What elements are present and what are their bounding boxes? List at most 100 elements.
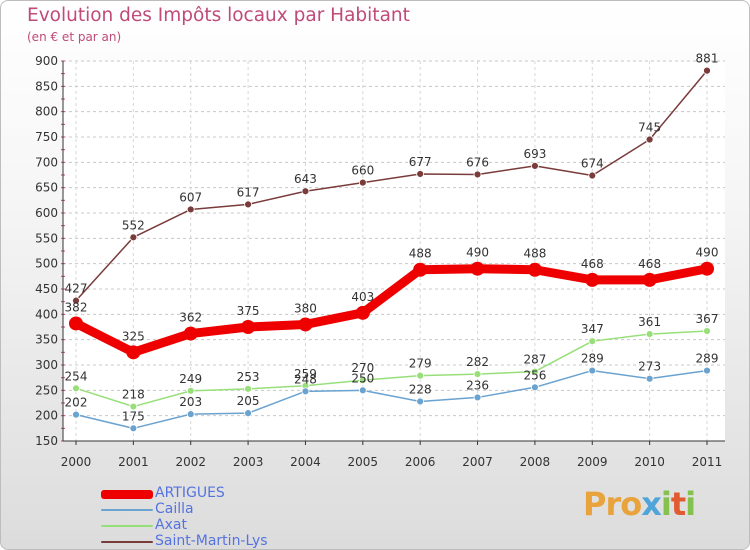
- data-label-artigues: 488: [523, 247, 546, 261]
- x-tick-label: 2001: [118, 455, 149, 469]
- data-label-artigues: 490: [466, 246, 489, 260]
- data-point-axat: [416, 371, 425, 380]
- data-label-saint-martin-lys: 643: [294, 172, 317, 186]
- x-tick-label: 2007: [462, 455, 493, 469]
- data-point-cailla: [645, 374, 654, 383]
- data-point-saint-martin-lys: [129, 233, 138, 242]
- data-point-saint-martin-lys: [703, 66, 711, 75]
- data-point-artigues: [126, 345, 141, 360]
- data-point-axat: [645, 330, 654, 338]
- y-tick-label: 850: [35, 79, 58, 93]
- plot-area: [63, 61, 725, 441]
- series-line-axat: [75, 330, 708, 408]
- data-point-saint-martin-lys: [416, 170, 425, 178]
- data-label-saint-martin-lys: 677: [409, 155, 432, 169]
- x-tick-label: 2006: [405, 455, 436, 469]
- data-label-saint-martin-lys: 676: [466, 155, 489, 169]
- data-label-artigues: 380: [294, 301, 317, 315]
- data-point-cailla: [531, 383, 539, 392]
- data-point-artigues: [470, 261, 485, 276]
- data-point-cailla: [416, 397, 425, 406]
- data-label-cailla: 202: [65, 396, 88, 410]
- data-point-axat: [358, 376, 367, 385]
- data-label-saint-martin-lys: 617: [237, 185, 260, 199]
- data-point-artigues: [413, 262, 428, 277]
- legend-label-artigues: ARTIGUES: [155, 485, 225, 501]
- data-label-axat: 249: [179, 372, 202, 386]
- data-label-cailla: 289: [696, 352, 719, 366]
- data-label-axat: 361: [638, 315, 661, 329]
- data-point-artigues: [642, 272, 657, 287]
- data-label-cailla: 205: [237, 394, 260, 408]
- data-label-cailla: 228: [409, 382, 432, 396]
- data-point-artigues: [527, 262, 542, 277]
- data-point-saint-martin-lys: [301, 187, 310, 196]
- data-label-axat: 279: [409, 357, 432, 371]
- data-point-cailla: [588, 366, 597, 375]
- y-tick-label: 150: [35, 434, 58, 448]
- y-tick-label: 450: [35, 282, 58, 296]
- data-point-cailla: [186, 410, 195, 419]
- data-point-saint-martin-lys: [186, 205, 195, 214]
- x-tick-label: 2003: [233, 455, 264, 469]
- data-label-artigues: 490: [696, 246, 719, 260]
- y-tick-label: 700: [35, 155, 58, 169]
- data-label-artigues: 382: [65, 300, 88, 314]
- data-label-saint-martin-lys: 552: [122, 218, 145, 232]
- data-point-saint-martin-lys: [473, 170, 482, 179]
- data-label-cailla: 248: [294, 372, 317, 386]
- y-tick-label: 500: [35, 257, 58, 271]
- legend-swatch-artigues: [101, 489, 153, 499]
- data-point-artigues: [69, 316, 83, 331]
- data-point-saint-martin-lys: [358, 178, 367, 187]
- x-tick-label: 2002: [175, 455, 206, 469]
- legend-swatch-saint-martin-lys: [101, 541, 153, 543]
- y-tick-label: 900: [35, 54, 58, 68]
- legend-label-saint-martin-lys: Saint-Martin-Lys: [155, 533, 268, 549]
- data-label-axat: 259: [294, 367, 317, 381]
- data-point-cailla: [244, 409, 252, 418]
- data-label-axat: 270: [351, 361, 374, 375]
- y-tick-label: 550: [35, 231, 58, 245]
- data-label-saint-martin-lys: 674: [581, 157, 604, 171]
- data-label-axat: 282: [466, 355, 489, 369]
- data-point-axat: [703, 327, 711, 335]
- data-label-cailla: 236: [466, 378, 489, 392]
- data-label-cailla: 256: [523, 368, 546, 382]
- legend-label-axat: Axat: [155, 517, 187, 533]
- data-point-cailla: [301, 387, 310, 396]
- data-label-artigues: 488: [409, 247, 432, 261]
- data-label-cailla: 273: [638, 360, 661, 374]
- data-label-cailla: 175: [122, 409, 145, 423]
- y-tick-label: 650: [35, 181, 58, 195]
- data-point-saint-martin-lys: [645, 135, 654, 144]
- data-label-cailla: 289: [581, 352, 604, 366]
- y-tick-label: 250: [35, 383, 58, 397]
- data-label-artigues: 468: [581, 257, 604, 271]
- data-point-artigues: [183, 326, 198, 341]
- series-line-cailla: [75, 369, 708, 430]
- data-label-cailla: 203: [179, 395, 202, 409]
- data-label-artigues: 362: [179, 311, 202, 325]
- data-point-cailla: [473, 393, 482, 402]
- y-tick-label: 200: [35, 409, 58, 423]
- series-line-saint-martin-lys: [75, 69, 708, 302]
- data-point-axat: [244, 384, 252, 393]
- data-label-axat: 253: [237, 370, 260, 384]
- data-label-axat: 254: [65, 369, 88, 383]
- series-line-artigues: [71, 264, 712, 357]
- y-tick-label: 350: [35, 333, 58, 347]
- data-point-saint-martin-lys: [244, 200, 252, 209]
- x-tick-label: 2005: [348, 455, 379, 469]
- data-point-artigues: [700, 261, 714, 276]
- legend-swatch-axat: [101, 525, 153, 527]
- data-label-saint-martin-lys: 693: [523, 147, 546, 161]
- data-label-saint-martin-lys: 881: [696, 52, 719, 66]
- data-point-saint-martin-lys: [531, 161, 539, 170]
- data-point-artigues: [298, 317, 313, 332]
- data-point-saint-martin-lys: [588, 171, 597, 180]
- data-point-axat: [186, 386, 195, 395]
- data-label-artigues: 468: [638, 257, 661, 271]
- data-label-axat: 347: [581, 322, 604, 336]
